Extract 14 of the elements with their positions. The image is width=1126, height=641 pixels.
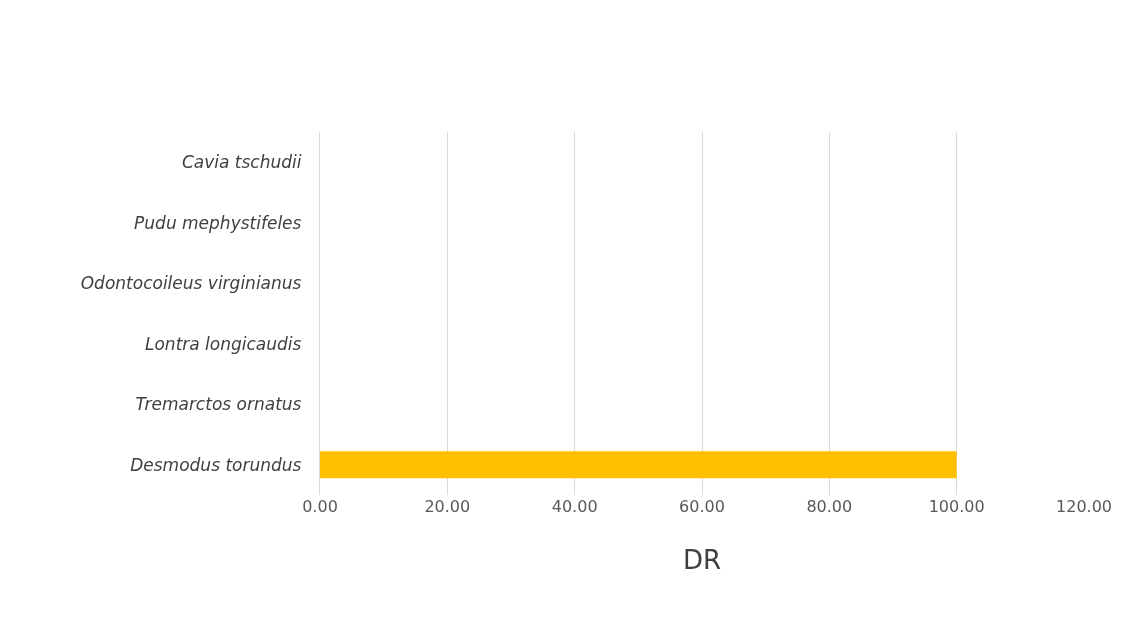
x-axis-title: DR <box>682 544 722 575</box>
x-tick-label: 20.00 <box>424 497 471 516</box>
y-tick-label: Pudu mephystifeles <box>134 212 302 233</box>
x-tick-label: 100.00 <box>928 497 985 516</box>
y-tick-label: Cavia tschudii <box>181 152 302 173</box>
x-tick-label: 80.00 <box>806 497 853 516</box>
y-tick-label: Lontra longicaudis <box>145 333 302 354</box>
x-tick-label: 60.00 <box>679 497 725 516</box>
y-tick-label: Tremarctos ornatus <box>135 394 302 415</box>
x-tick-label: 120.00 <box>1056 497 1112 516</box>
y-tick-label: Desmodus torundus <box>130 454 302 475</box>
x-tick-label: 0.00 <box>302 497 338 516</box>
y-tick-label: Odontocoileus virginianus <box>80 273 302 294</box>
x-tick-label: 40.00 <box>551 497 598 516</box>
